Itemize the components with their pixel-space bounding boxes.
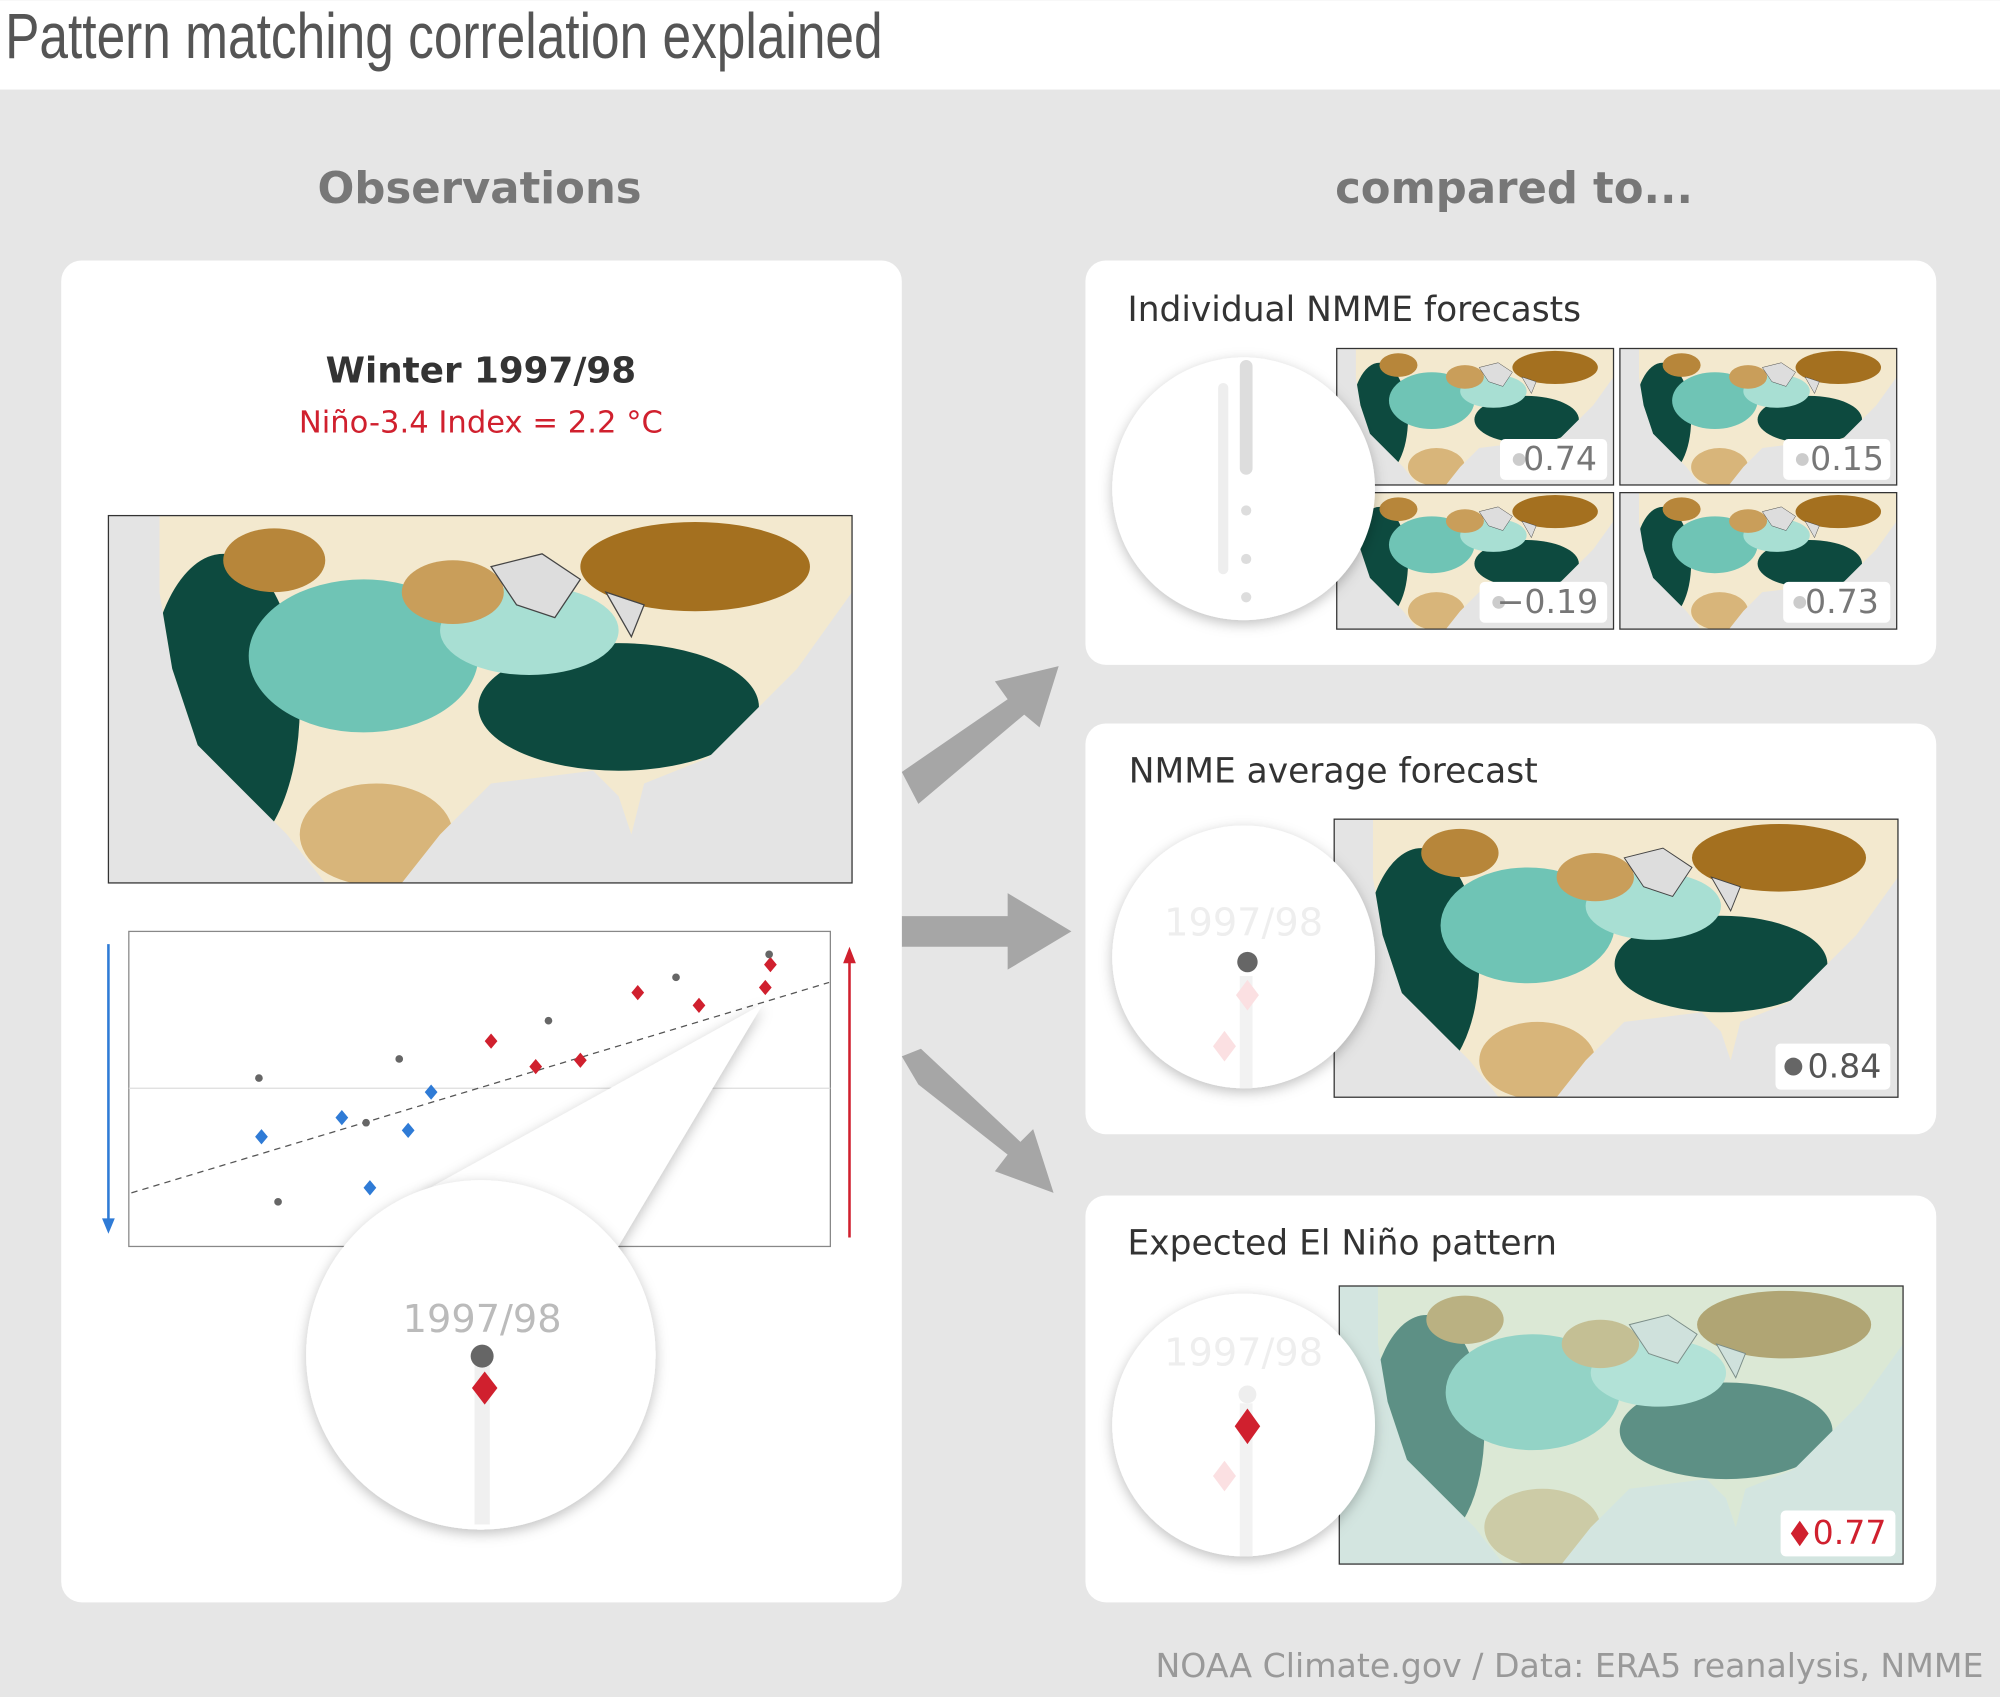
panel-title: Expected El Niño pattern bbox=[1128, 1224, 1557, 1264]
zoom-diamond bbox=[1234, 1408, 1261, 1445]
zoom-label: 1997/98 bbox=[1164, 901, 1323, 946]
panel-title: Winter 1997/98 bbox=[326, 351, 636, 392]
arrows bbox=[901, 666, 1072, 1193]
column-title: Observations bbox=[318, 164, 642, 214]
zoom-dot bbox=[1238, 1385, 1257, 1404]
correlation: 0.15 bbox=[1810, 439, 1884, 478]
correlation: 0.77 bbox=[1813, 1513, 1887, 1552]
zoom-label: 1997/98 bbox=[403, 1297, 562, 1342]
label-box bbox=[1780, 1510, 1896, 1557]
faded-diamonds bbox=[1213, 979, 1259, 1062]
correlation: 0.74 bbox=[1523, 439, 1597, 478]
zoom-dots bbox=[1218, 359, 1253, 603]
correlation: 0.84 bbox=[1808, 1046, 1882, 1085]
zoom-track bbox=[1239, 1403, 1253, 1557]
scatter bbox=[102, 930, 856, 1248]
dot-marker bbox=[1784, 1057, 1803, 1076]
header bbox=[0, 0, 2000, 90]
correlation: −0.19 bbox=[1497, 582, 1599, 621]
page-title: Pattern matching correlation explained bbox=[5, 0, 883, 72]
map bbox=[108, 516, 852, 886]
zoom-diamond bbox=[471, 1371, 498, 1405]
correlation: 0.73 bbox=[1805, 582, 1879, 621]
panel-title: Individual NMME forecasts bbox=[1128, 290, 1582, 330]
zoom-label: 1997/98 bbox=[1164, 1330, 1323, 1375]
map-frame bbox=[107, 514, 853, 884]
faded-diamond bbox=[1213, 1460, 1236, 1492]
panel-title: NMME average forecast bbox=[1129, 752, 1538, 792]
label-box bbox=[1775, 1043, 1891, 1090]
panel-subtitle: Niño-3.4 Index = 2.2 °C bbox=[299, 405, 663, 440]
zoom-circle bbox=[1112, 357, 1375, 621]
zoom-track bbox=[474, 1365, 490, 1525]
map-frame bbox=[1338, 1285, 1904, 1565]
credit: NOAA Climate.gov / Data: ERA5 reanalysis… bbox=[1156, 1646, 1984, 1685]
zoom-dot bbox=[1237, 951, 1258, 973]
column-title: compared to... bbox=[1335, 164, 1693, 214]
mini-maps bbox=[1336, 347, 1898, 630]
zoom-dot bbox=[470, 1344, 494, 1368]
